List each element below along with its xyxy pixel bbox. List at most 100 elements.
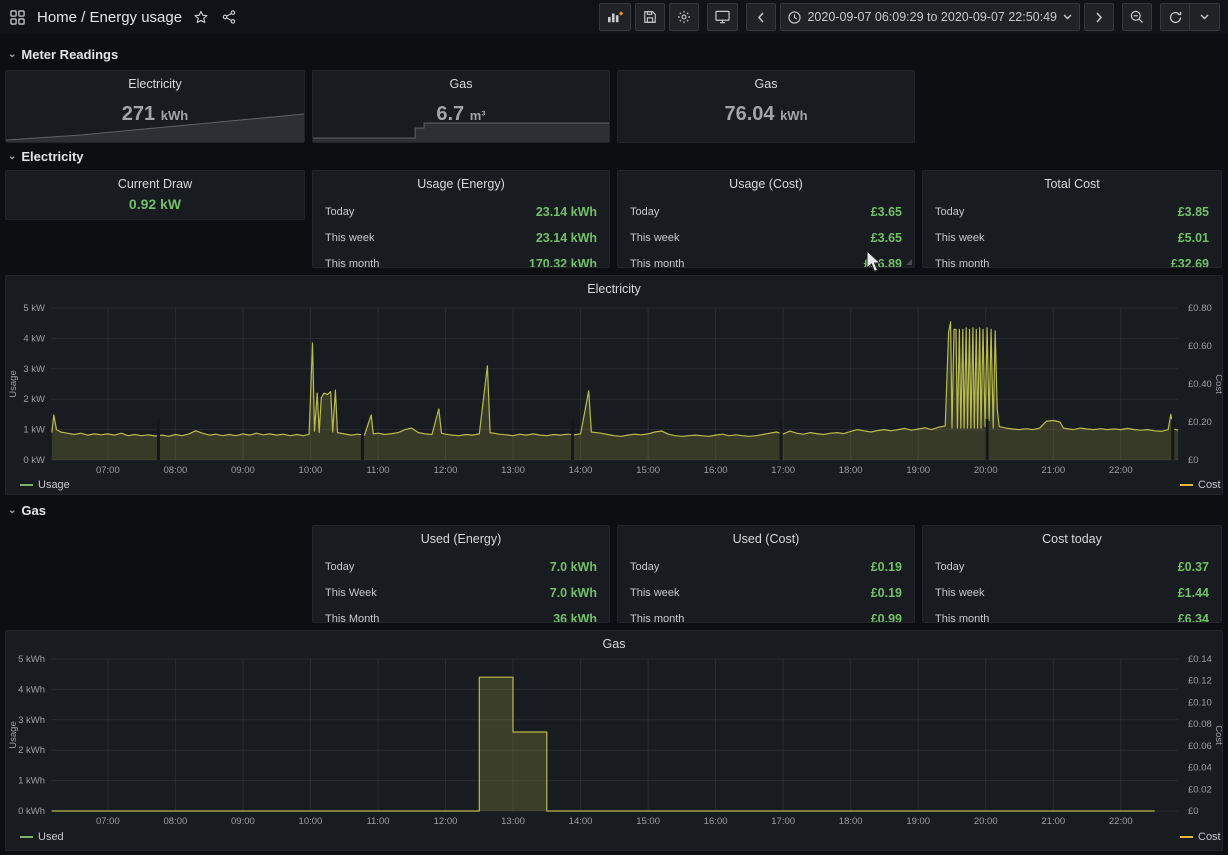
panel-title[interactable]: Total Cost <box>1044 177 1100 191</box>
svg-text:09:00: 09:00 <box>231 816 255 827</box>
dashboard-title[interactable]: Home / Energy usage <box>37 8 183 26</box>
panel-meter-gas-m3: Gas 6.7 m³ <box>312 70 610 143</box>
stat-row: This month £6.34 <box>923 606 1221 623</box>
stat-value: 23.14 kWh <box>535 205 597 219</box>
chevron-down-icon <box>1200 14 1209 20</box>
svg-text:14:00: 14:00 <box>569 816 593 827</box>
stat-value: £5.01 <box>1177 231 1209 245</box>
panel-title[interactable]: Usage (Energy) <box>417 177 505 191</box>
stat-value: £0.19 <box>870 560 902 574</box>
svg-text:2 kWh: 2 kWh <box>18 745 45 756</box>
svg-text:13:00: 13:00 <box>501 816 525 827</box>
stat-value: 23.14 kWh <box>535 231 597 245</box>
svg-text:19:00: 19:00 <box>906 816 930 827</box>
svg-text:09:00: 09:00 <box>231 465 255 476</box>
svg-text:11:00: 11:00 <box>366 465 389 476</box>
svg-text:3 kW: 3 kW <box>23 364 45 375</box>
save-dashboard-button[interactable] <box>635 3 666 31</box>
stat-row: Today £0.19 <box>618 554 914 580</box>
svg-text:22:00: 22:00 <box>1109 816 1133 827</box>
svg-text:Used: Used <box>38 831 64 843</box>
refresh-icon <box>1169 11 1181 23</box>
stat-label: This month <box>935 613 990 623</box>
star-icon[interactable] <box>192 8 210 26</box>
panel-title[interactable]: Electricity <box>128 77 182 91</box>
add-panel-button[interactable] <box>599 3 632 31</box>
panel-title[interactable]: Used (Energy) <box>420 532 502 546</box>
stat-value: £3.85 <box>1177 205 1209 219</box>
stat-value: £3.65 <box>870 205 902 219</box>
svg-text:Cost: Cost <box>1198 831 1221 843</box>
svg-text:20:00: 20:00 <box>974 465 998 476</box>
stat-value: 0.92 kW <box>128 196 182 212</box>
sparkline <box>313 122 609 142</box>
svg-text:£0.60: £0.60 <box>1188 341 1212 352</box>
stat-value: 170.32 kWh <box>528 257 597 268</box>
panel-title[interactable]: Gas <box>602 637 626 651</box>
stat-row: This month £26.89 <box>618 251 914 268</box>
gas-graph[interactable]: 5 kWh 4 kWh 3 kWh 2 kWh 1 kWh 0 kWh 07:00 08:00… <box>6 651 1222 848</box>
stat-row: This week £3.65 <box>618 225 914 251</box>
stat-row: This month £0.99 <box>618 606 914 622</box>
svg-text:18:00: 18:00 <box>839 816 863 827</box>
stat-value: 36 kWh <box>553 612 597 623</box>
apps-grid-icon[interactable] <box>8 8 27 27</box>
panel-resize-handle[interactable] <box>906 259 912 265</box>
svg-text:£0.80: £0.80 <box>1188 303 1212 314</box>
stat-label: Today <box>325 206 355 218</box>
tv-mode-button[interactable] <box>707 3 739 31</box>
stat-value: 76.04 kWh <box>724 103 808 125</box>
stat-value: £32.69 <box>1170 257 1209 268</box>
panel-cost-today: Cost today Today £0.37 This week £1.44 T… <box>922 525 1222 623</box>
panel-meter-gas-kwh: Gas 76.04 kWh <box>617 70 915 143</box>
time-range-forward-button[interactable] <box>1084 3 1114 31</box>
svg-text:19:00: 19:00 <box>906 465 930 476</box>
svg-text:17:00: 17:00 <box>771 816 795 827</box>
panel-title[interactable]: Usage (Cost) <box>729 177 803 191</box>
section-row-electricity[interactable]: ⌄ Electricity <box>8 149 84 164</box>
chevron-down-icon: ⌄ <box>8 151 17 162</box>
stat-value: £6.34 <box>1177 612 1209 623</box>
stat-label: This week <box>935 587 985 599</box>
svg-text:12:00: 12:00 <box>434 465 458 476</box>
refresh-interval-dropdown[interactable] <box>1190 3 1220 31</box>
svg-text:07:00: 07:00 <box>96 465 120 476</box>
svg-text:1 kWh: 1 kWh <box>18 776 45 787</box>
share-icon[interactable] <box>220 8 238 26</box>
svg-text:0 kWh: 0 kWh <box>18 806 45 817</box>
stat-row: Today 23.14 kWh <box>313 199 609 225</box>
section-row-meter-readings[interactable]: ⌄ Meter Readings <box>8 47 118 62</box>
stat-value: £26.89 <box>863 257 902 268</box>
zoom-out-button[interactable] <box>1122 3 1152 31</box>
svg-text:22:00: 22:00 <box>1109 465 1133 476</box>
stat-row: Today £3.85 <box>923 199 1221 225</box>
stat-row: This week £1.44 <box>923 580 1221 606</box>
refresh-button[interactable] <box>1160 3 1190 31</box>
svg-text:21:00: 21:00 <box>1041 816 1065 827</box>
stat-value: 271 kWh <box>121 103 189 125</box>
svg-text:17:00: 17:00 <box>771 465 795 476</box>
stat-label: This Month <box>325 613 380 623</box>
gear-icon <box>678 11 691 23</box>
panel-usage-cost: Usage (Cost) Today £3.65 This week £3.65… <box>617 170 915 268</box>
dashboard-settings-button[interactable] <box>669 3 700 31</box>
panel-title[interactable]: Gas <box>754 77 778 91</box>
stat-row: This week 23.14 kWh <box>313 225 609 251</box>
time-range-back-button[interactable] <box>746 3 777 31</box>
panel-title[interactable]: Cost today <box>1042 532 1102 546</box>
section-row-gas[interactable]: ⌄ Gas <box>8 503 46 518</box>
panel-title[interactable]: Gas <box>449 77 473 91</box>
panel-title[interactable]: Used (Cost) <box>732 532 800 546</box>
stat-label: Today <box>935 206 965 218</box>
svg-text:£0.14: £0.14 <box>1188 654 1212 665</box>
time-range-picker[interactable]: 2020-09-07 06:09:29 to 2020-09-07 22:50:… <box>780 3 1080 31</box>
stat-value: 7.0 kWh <box>549 560 597 574</box>
svg-text:0 kW: 0 kW <box>23 455 45 466</box>
panel-title[interactable]: Current Draw <box>117 177 193 191</box>
electricity-graph[interactable]: 5 kW 4 kW 3 kW 2 kW 1 kW 0 kW 07:00 08:00 09:00 1… <box>6 296 1222 492</box>
svg-text:5 kWh: 5 kWh <box>18 654 45 665</box>
panel-title[interactable]: Electricity <box>587 282 641 296</box>
stat-value: £0.37 <box>1177 560 1209 574</box>
panel-electricity-graph: Electricity 5 kW 4 kW 3 kW 2 kW 1 kW 0 kW 07:0… <box>5 275 1223 495</box>
